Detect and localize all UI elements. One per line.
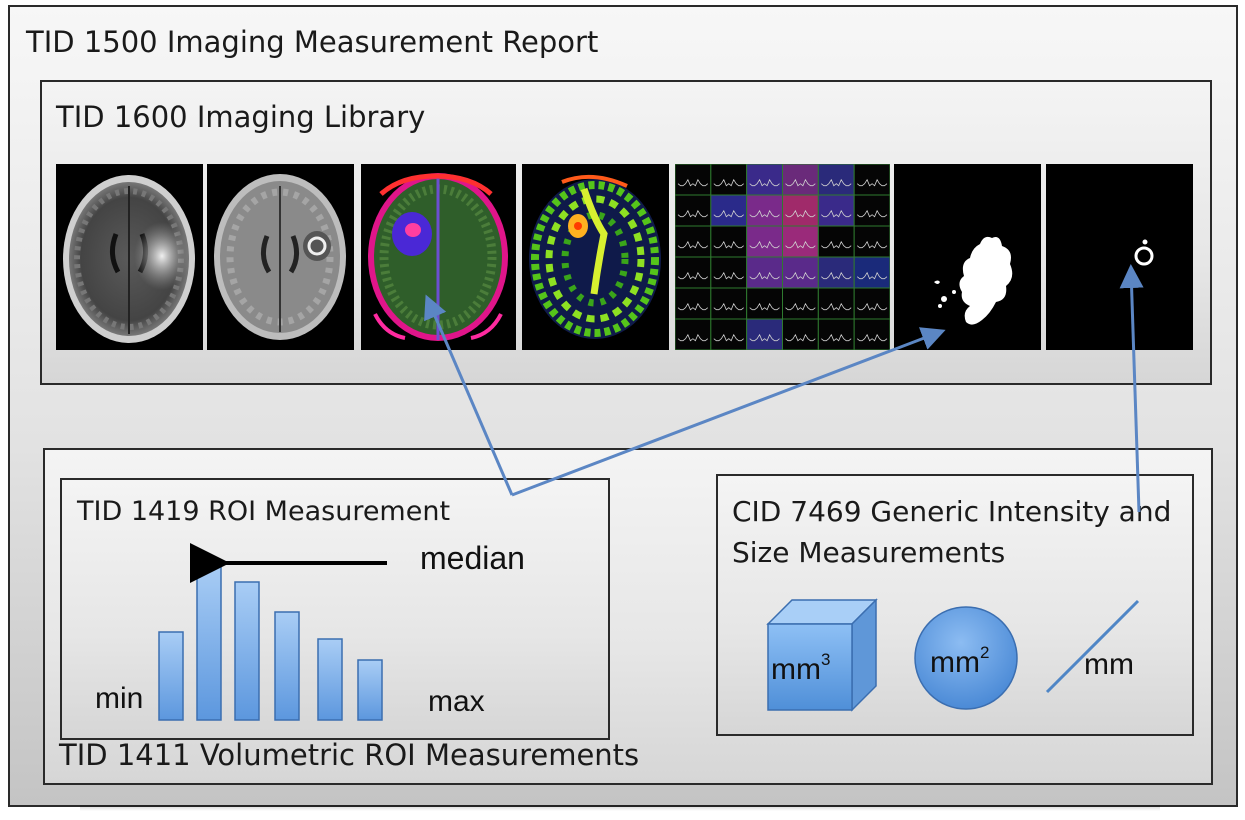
area-unit-label: mm2: [930, 643, 990, 679]
report-shadow: [80, 805, 1160, 811]
perfusion-color-map-image: [361, 164, 516, 350]
min-label: min: [95, 682, 144, 715]
tumor-segmentation-mask-image: [894, 164, 1041, 350]
imaging-measurement-report-box: TID 1500 Imaging Measurement Report TID …: [8, 5, 1238, 807]
flair-axial-brain-image: [56, 164, 203, 350]
histogram-bar: [274, 611, 300, 721]
median-label: median: [420, 540, 525, 576]
diffusion-color-map-image: [522, 164, 669, 350]
circle-area-icon: [914, 606, 1018, 710]
roi-measurement-box: TID 1419 ROI Measurement medi: [60, 478, 610, 740]
line-length-icon: [1045, 599, 1140, 694]
roi-title: TID 1419 ROI Measurement: [77, 496, 451, 527]
cube-volume-icon: [766, 598, 878, 712]
volume-unit-label: mm3: [771, 650, 831, 686]
cid-title: CID 7469 Generic Intensity and Size Meas…: [732, 495, 1172, 569]
max-label: max: [428, 685, 485, 718]
length-unit-label: mm: [1084, 648, 1134, 681]
report-title: TID 1500 Imaging Measurement Report: [26, 25, 599, 59]
enhancing-lesion-mask-image: [1046, 164, 1193, 350]
t1-contrast-axial-brain-image: [207, 164, 354, 350]
library-title: TID 1600 Imaging Library: [56, 100, 426, 134]
histogram-chart: [158, 543, 387, 721]
histogram-bar: [234, 581, 260, 721]
histogram-bar: [357, 659, 383, 721]
histogram-bar: [158, 631, 184, 721]
volumetric-title: TID 1411 Volumetric ROI Measurements: [59, 738, 640, 772]
histogram-bar: [317, 638, 343, 721]
